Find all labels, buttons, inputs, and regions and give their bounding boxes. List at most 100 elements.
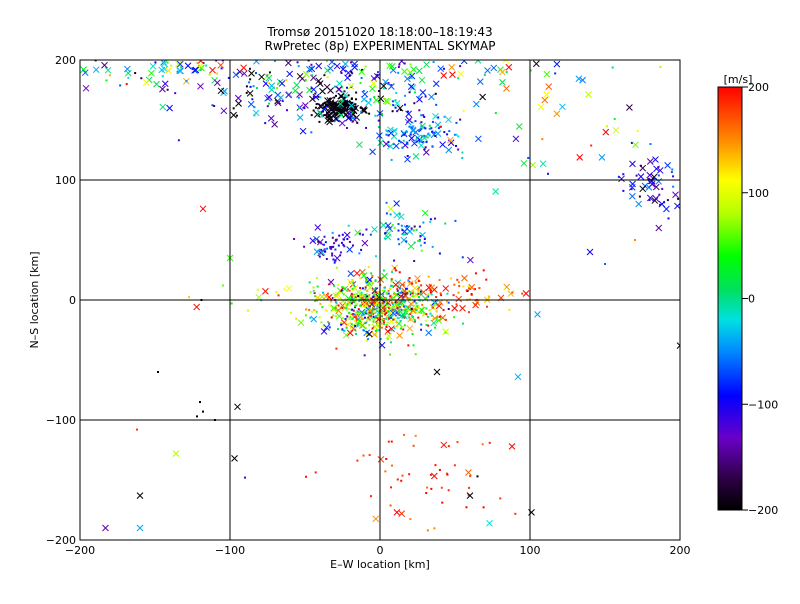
data-point-dot	[313, 290, 316, 293]
data-point-dot	[398, 63, 401, 66]
data-point-dot	[457, 281, 460, 284]
data-point-dot	[297, 65, 300, 68]
data-point-dot	[385, 129, 388, 132]
data-point-dot	[420, 311, 423, 314]
data-point-dot	[400, 325, 403, 328]
data-point-cross	[332, 292, 340, 300]
data-point-dot	[276, 87, 279, 90]
data-point-dot	[398, 243, 401, 246]
data-point-cross	[339, 65, 347, 73]
y-axis-label: N–S location [km]	[28, 251, 41, 348]
data-point-cross	[386, 62, 393, 70]
data-point-dot	[405, 311, 408, 314]
data-point-dot	[462, 285, 465, 288]
data-point-dot	[310, 131, 313, 134]
data-point-cross	[101, 61, 108, 69]
data-point-dot	[140, 77, 143, 80]
data-point-dot	[333, 284, 336, 287]
data-point-dot	[157, 371, 159, 373]
data-point-dot	[438, 279, 441, 282]
data-point-dot	[446, 292, 449, 295]
data-point-dot	[407, 344, 410, 347]
data-point-dot	[342, 98, 345, 101]
data-point-dot	[365, 339, 368, 342]
data-point-dot	[321, 306, 324, 309]
data-point-cross	[342, 331, 350, 339]
data-point-dot	[367, 266, 370, 269]
data-point-dot	[324, 103, 327, 106]
data-point-dot	[345, 305, 348, 308]
data-point-dot	[393, 308, 396, 311]
data-point-dot	[392, 104, 395, 107]
data-point-dot	[437, 127, 440, 130]
data-point-cross	[390, 127, 398, 135]
data-point-dot	[423, 134, 426, 137]
data-point-dot	[324, 105, 327, 108]
data-point-cross	[359, 268, 366, 276]
data-point-dot	[417, 316, 420, 319]
data-point-dot	[455, 133, 458, 136]
data-point-dot	[407, 297, 410, 300]
data-point-cross	[629, 160, 636, 168]
data-point-dot	[215, 60, 218, 62]
data-point-dot	[326, 76, 329, 79]
data-point-dot	[404, 292, 407, 295]
data-point-cross	[403, 225, 411, 233]
data-point-dot	[359, 277, 362, 280]
data-point-dot	[423, 126, 426, 129]
data-point-dot	[416, 305, 419, 308]
data-point-cross	[369, 148, 376, 156]
data-point-cross	[635, 200, 643, 208]
data-point-dot	[639, 164, 642, 167]
data-point-dot	[399, 327, 402, 330]
data-point-dot	[368, 318, 371, 321]
data-point-dot	[309, 291, 312, 294]
data-point-dot	[439, 125, 442, 128]
data-point-dot	[245, 91, 248, 94]
data-point-dot	[342, 293, 345, 296]
data-point-cross	[197, 60, 205, 65]
data-point-dot	[330, 316, 333, 319]
data-point-cross	[199, 205, 207, 213]
data-point-dot	[447, 301, 450, 304]
data-point-cross	[672, 191, 679, 199]
data-point-cross	[247, 100, 255, 108]
data-point-cross	[176, 67, 183, 74]
data-point-dot	[438, 315, 441, 318]
data-point-cross	[656, 167, 664, 174]
data-point-dot	[362, 293, 365, 296]
data-point-dot	[352, 314, 355, 317]
data-point-dot	[467, 311, 470, 314]
data-point-dot	[352, 281, 355, 284]
data-point-dot	[353, 313, 356, 316]
data-point-cross	[492, 188, 500, 195]
data-point-cross	[265, 74, 273, 82]
data-point-dot	[386, 337, 389, 340]
data-point-cross	[377, 95, 385, 103]
data-point-cross	[148, 69, 155, 77]
data-point-dot	[274, 60, 277, 62]
data-point-dot	[304, 314, 307, 317]
data-point-dot	[409, 312, 412, 315]
data-point-dot	[383, 322, 386, 325]
data-point-dot	[406, 110, 409, 113]
data-point-dot	[417, 280, 420, 283]
data-point-dot	[417, 306, 420, 309]
data-point-cross	[455, 295, 463, 303]
data-point-dot	[453, 133, 456, 136]
data-point-cross	[398, 281, 406, 289]
data-point-dot	[657, 174, 660, 177]
data-point-dot	[295, 317, 298, 320]
data-point-cross	[361, 300, 368, 308]
grid-lines	[80, 60, 680, 540]
data-point-cross	[347, 278, 354, 286]
data-point-dot	[338, 105, 341, 108]
data-point-cross	[585, 91, 592, 98]
data-point-dot	[340, 321, 343, 324]
data-point-dot	[372, 308, 375, 311]
data-point-dot	[394, 106, 397, 109]
data-point-cross	[405, 116, 413, 124]
data-point-cross	[230, 111, 237, 119]
data-point-dot	[309, 316, 312, 319]
data-point-dot	[134, 72, 137, 75]
